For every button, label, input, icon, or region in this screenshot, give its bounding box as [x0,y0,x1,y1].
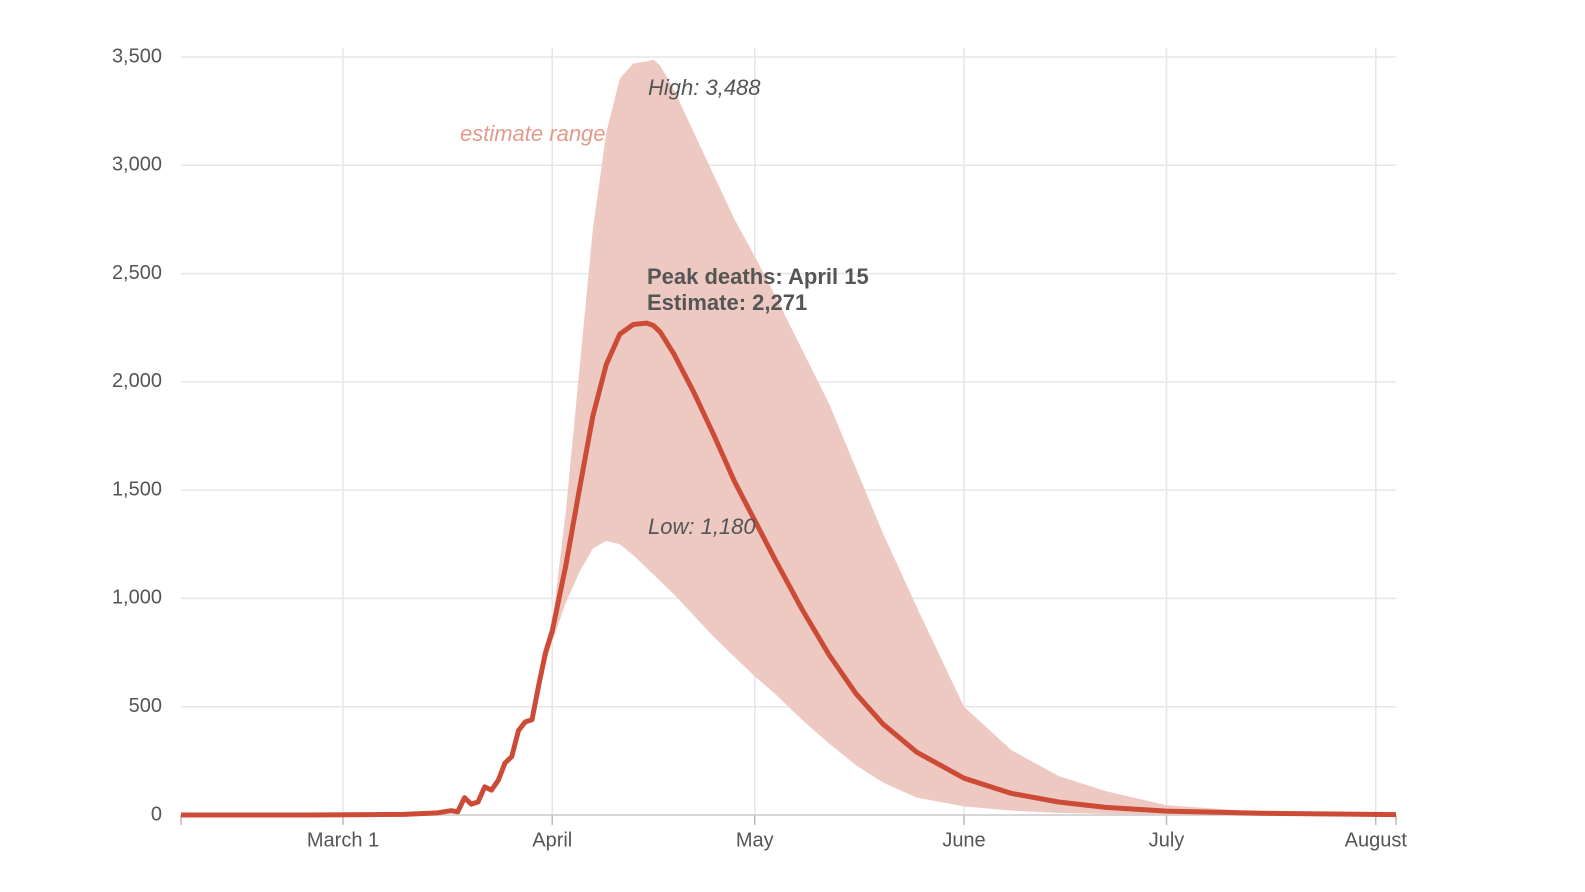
y-tick-label: 3,500 [112,45,162,67]
annotation: estimate range [460,121,606,146]
y-tick-label: 0 [151,803,162,825]
annotation: High: 3,488 [648,75,761,100]
y-tick-label: 2,500 [112,262,162,284]
x-tick-label: April [532,829,572,851]
annotation: Estimate: 2,271 [647,290,807,315]
annotation: Low: 1,180 [648,514,756,539]
estimate-range-band [538,59,1396,815]
x-tick-label: July [1149,829,1185,851]
y-tick-label: 1,500 [112,478,162,500]
y-tick-label: 500 [129,695,162,717]
y-tick-label: 3,000 [112,154,162,176]
y-tick-label: 2,000 [112,370,162,392]
y-tick-label: 1,000 [112,587,162,609]
x-tick-label: March 1 [307,829,379,851]
estimate-line [181,320,1397,818]
x-tick-label: June [942,829,985,851]
x-tick-label: May [736,829,774,851]
x-tick-label: August [1345,829,1408,851]
annotation: Peak deaths: April 15 [647,264,869,289]
